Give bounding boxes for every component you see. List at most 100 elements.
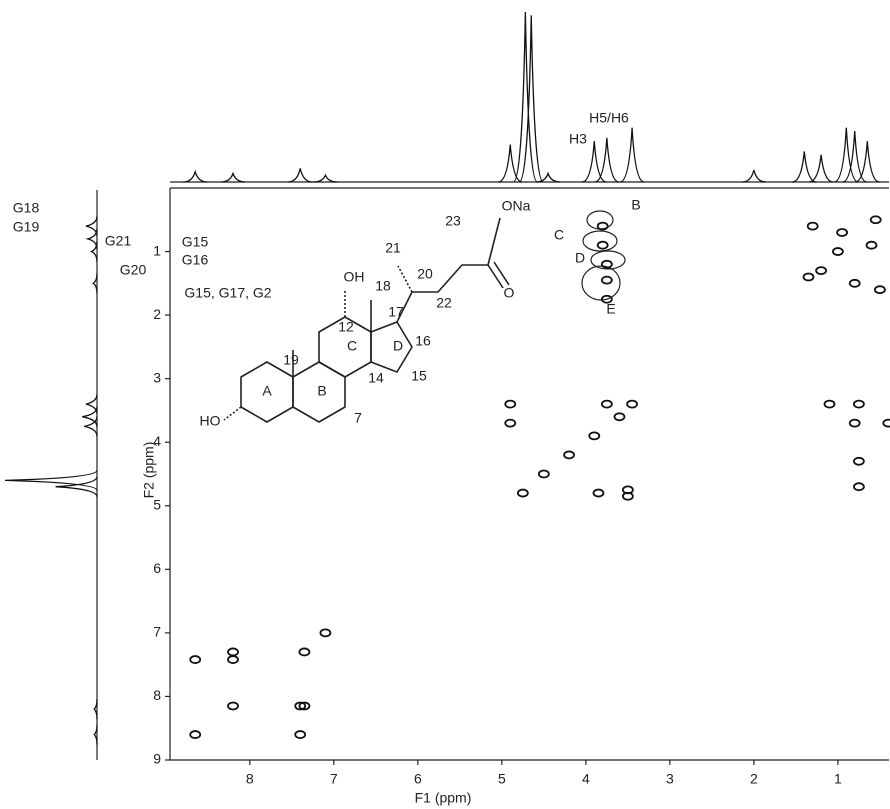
- cross-peak: [505, 420, 515, 427]
- x-tick-label: 4: [582, 771, 590, 787]
- cross-peak: [833, 248, 843, 255]
- structure-label: 18: [375, 278, 391, 294]
- cross-peak: [854, 401, 864, 408]
- annotation: H3: [569, 131, 587, 147]
- annotation: G21: [105, 233, 132, 249]
- f1-projection-peak: [582, 141, 606, 182]
- y-tick-label: 4: [153, 433, 161, 449]
- y-tick-label: 1: [153, 242, 161, 258]
- structure-label: A: [262, 383, 272, 399]
- f1-projection-peak: [809, 155, 833, 182]
- f1-projection-peak: [288, 168, 312, 182]
- y-tick-label: 3: [153, 369, 161, 385]
- ho-bond: [224, 407, 241, 420]
- cross-peak: [602, 277, 612, 284]
- annotation: G18: [13, 200, 40, 216]
- cross-peak: [589, 432, 599, 439]
- cross-peak: [614, 413, 624, 420]
- structure-label: 12: [338, 319, 354, 335]
- cross-peak: [825, 401, 835, 408]
- f1-projection-peak: [313, 175, 337, 182]
- selection-ellipses: [582, 211, 625, 300]
- f1-projection-peak: [183, 172, 207, 182]
- cross-peak: [598, 242, 608, 249]
- cross-peak: [871, 216, 881, 223]
- cross-peak: [518, 490, 528, 497]
- annotation: C: [554, 227, 564, 243]
- cross-peak: [228, 648, 238, 655]
- ring-d: [371, 322, 412, 372]
- cross-peak: [320, 629, 330, 636]
- structure-label: 19: [283, 352, 299, 368]
- cross-peak: [602, 401, 612, 408]
- annotation: H5/H6: [589, 110, 629, 126]
- y-tick-label: 7: [153, 624, 161, 640]
- annotation: B: [631, 197, 640, 213]
- annotation: G19: [13, 219, 40, 235]
- x-tick-label: 8: [246, 771, 254, 787]
- ellipse-b: [587, 211, 613, 229]
- methyl-21: [398, 266, 412, 292]
- cross-peak: [505, 401, 515, 408]
- y-tick-label: 5: [153, 496, 161, 512]
- cross-peak: [190, 656, 200, 663]
- annotation: E: [606, 301, 615, 317]
- cross-peak: [883, 420, 890, 427]
- f1-projection-peak: [595, 138, 619, 182]
- y-tick-label: 8: [153, 687, 161, 703]
- f2-projection-peak: [82, 407, 97, 427]
- x-axis-label: F1 (ppm): [415, 790, 472, 806]
- c-ona: [488, 218, 500, 265]
- x-tick-label: 5: [498, 771, 506, 787]
- f1-projection-peak: [620, 128, 644, 182]
- cross-peak: [190, 731, 200, 738]
- annotation: G15: [182, 234, 209, 250]
- cross-peak: [850, 280, 860, 287]
- annotation: G15, G17, G2: [184, 285, 271, 301]
- cross-peak: [539, 471, 549, 478]
- x-tick-label: 2: [750, 771, 758, 787]
- cross-peak: [875, 286, 885, 293]
- x-tick-label: 1: [834, 771, 842, 787]
- structure-label: 21: [385, 240, 401, 256]
- structure-label: 22: [436, 295, 452, 311]
- nmr-figure: F1 (ppm) F2 (ppm) 87654321123456789BCDEH…: [0, 0, 890, 809]
- structure-label: B: [317, 383, 326, 399]
- x-tick-label: 6: [414, 771, 422, 787]
- cross-peak: [854, 458, 864, 465]
- structure-label: ONa: [502, 198, 531, 214]
- cross-peak: [854, 483, 864, 490]
- ellipse-e: [582, 266, 620, 300]
- structure-label: C: [347, 338, 357, 354]
- plot-frame: [97, 182, 889, 760]
- f1-projection-peak: [221, 174, 245, 183]
- structure-label: 17: [388, 304, 404, 320]
- carbonyl-2: [494, 262, 509, 285]
- f1-projection-peak: [792, 151, 816, 182]
- carbonyl: [488, 265, 503, 288]
- structure-label: 14: [368, 370, 384, 386]
- structure-label: O: [504, 285, 515, 301]
- annotation: G16: [182, 252, 209, 268]
- annotation: G20: [120, 262, 147, 278]
- structure-label: 23: [445, 213, 461, 229]
- structure-label: OH: [344, 269, 365, 285]
- f1-projection-peak: [843, 131, 867, 182]
- cross-peak: [808, 223, 818, 230]
- cross-peak: [627, 401, 637, 408]
- f2-projection-peak: [5, 470, 97, 490]
- cross-peak: [228, 702, 238, 709]
- cross-peak: [867, 242, 877, 249]
- x-tick-label: 7: [330, 771, 338, 787]
- structure-label: 15: [411, 368, 427, 384]
- structure-label: D: [393, 338, 403, 354]
- cross-peak: [299, 648, 309, 655]
- structure-label: HO: [200, 413, 221, 429]
- cross-peak: [804, 273, 814, 280]
- cross-peak: [837, 229, 847, 236]
- f1-projection-peak: [855, 141, 879, 182]
- cross-peak: [850, 420, 860, 427]
- structure-label: 16: [415, 333, 431, 349]
- cross-peak: [295, 731, 305, 738]
- y-tick-label: 6: [153, 560, 161, 576]
